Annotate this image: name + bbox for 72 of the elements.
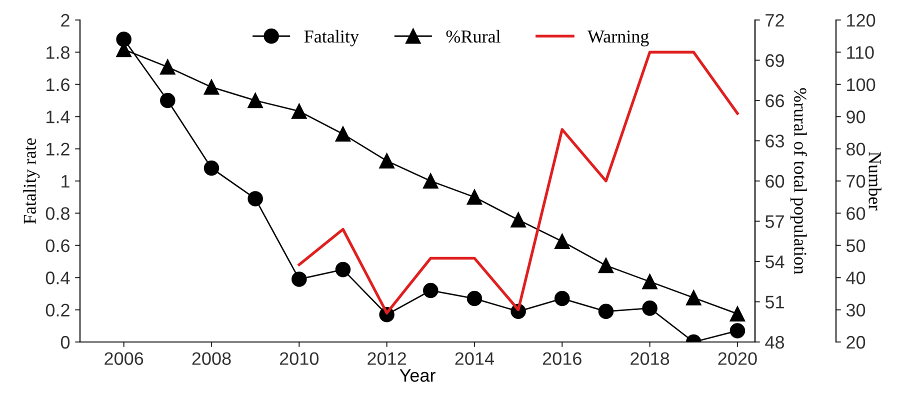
x-tick-label: 2008 xyxy=(192,352,231,365)
point xyxy=(730,323,746,338)
y-tick-label: 2 xyxy=(61,14,70,27)
point xyxy=(248,92,263,108)
point xyxy=(160,59,176,75)
x-tick-label: 2020 xyxy=(718,352,757,365)
y3-tick-label: 100 xyxy=(847,78,876,92)
point xyxy=(554,290,570,306)
y3-tick-label: 40 xyxy=(846,272,866,284)
y-tick-label: 1 xyxy=(62,175,70,188)
y2-tick-label: 48 xyxy=(765,336,784,349)
y2-tick-label: 69 xyxy=(766,54,784,67)
y3-tick-label: 80 xyxy=(846,142,866,156)
y-tick-label: 0.8 xyxy=(46,207,70,220)
x-tick-label: 2016 xyxy=(542,352,582,365)
x-axis-title: Year xyxy=(400,369,436,382)
y3-tick-label: 30 xyxy=(846,304,866,317)
y2-tick-label: 66 xyxy=(766,94,784,108)
point xyxy=(248,191,263,206)
point xyxy=(730,306,746,322)
point xyxy=(335,262,351,278)
x-tick-label: 2018 xyxy=(630,352,670,365)
y3-tick-label: 20 xyxy=(846,336,866,349)
x-tick-label: 2006 xyxy=(104,352,144,365)
x-tick-label: 2010 xyxy=(280,352,319,365)
y3-axis-title: Number xyxy=(868,152,882,210)
y2-tick-label: 51 xyxy=(765,296,784,308)
y3-tick-label: 60 xyxy=(846,207,866,220)
point xyxy=(642,274,658,290)
y-tick-label: 1.4 xyxy=(46,110,70,124)
point xyxy=(554,234,570,250)
y2-tick-label: 63 xyxy=(766,134,784,148)
y-tick-label: 0 xyxy=(60,336,70,349)
y3-tick-label: 110 xyxy=(847,46,874,59)
y2-tick-label: 54 xyxy=(765,256,784,268)
y-tick-label: 0.6 xyxy=(46,239,70,252)
y-tick-label: 0.4 xyxy=(46,272,70,284)
y2-tick-label: 72 xyxy=(766,14,784,27)
point xyxy=(292,272,307,287)
point xyxy=(204,79,220,95)
y3-tick-label: 120 xyxy=(847,14,876,27)
y3-tick-label: 90 xyxy=(846,110,866,124)
point xyxy=(598,304,614,320)
point xyxy=(292,104,307,119)
y3-tick-label: 50 xyxy=(846,239,866,252)
y-tick-label: 1.8 xyxy=(46,46,70,59)
legend-label: %Rural xyxy=(446,30,500,43)
y2-tick-label: 57 xyxy=(765,215,784,228)
y-tick-label: 1.2 xyxy=(46,142,70,156)
point xyxy=(335,126,351,142)
point xyxy=(160,92,176,108)
y-tick-label: 1.6 xyxy=(46,78,70,92)
y-axis-title: Fatality rate xyxy=(23,138,40,224)
y2-axis-title: %rural of total population xyxy=(790,88,808,274)
y3-tick-label: 70 xyxy=(846,174,866,188)
point xyxy=(204,160,220,176)
legend-label: Fatality xyxy=(304,30,359,46)
point xyxy=(642,300,658,316)
legend-label: Warning xyxy=(588,30,649,46)
point xyxy=(510,212,526,228)
point xyxy=(423,173,438,189)
x-tick-label: 2012 xyxy=(368,352,406,365)
point xyxy=(466,189,482,205)
point xyxy=(466,290,482,306)
point xyxy=(686,290,702,306)
x-tick-label: 2014 xyxy=(455,352,494,365)
point xyxy=(116,32,132,47)
point xyxy=(423,282,438,298)
y2-tick-label: 60 xyxy=(766,174,784,188)
point xyxy=(598,258,614,274)
point xyxy=(379,153,394,169)
y-tick-label: 0.2 xyxy=(46,304,70,317)
